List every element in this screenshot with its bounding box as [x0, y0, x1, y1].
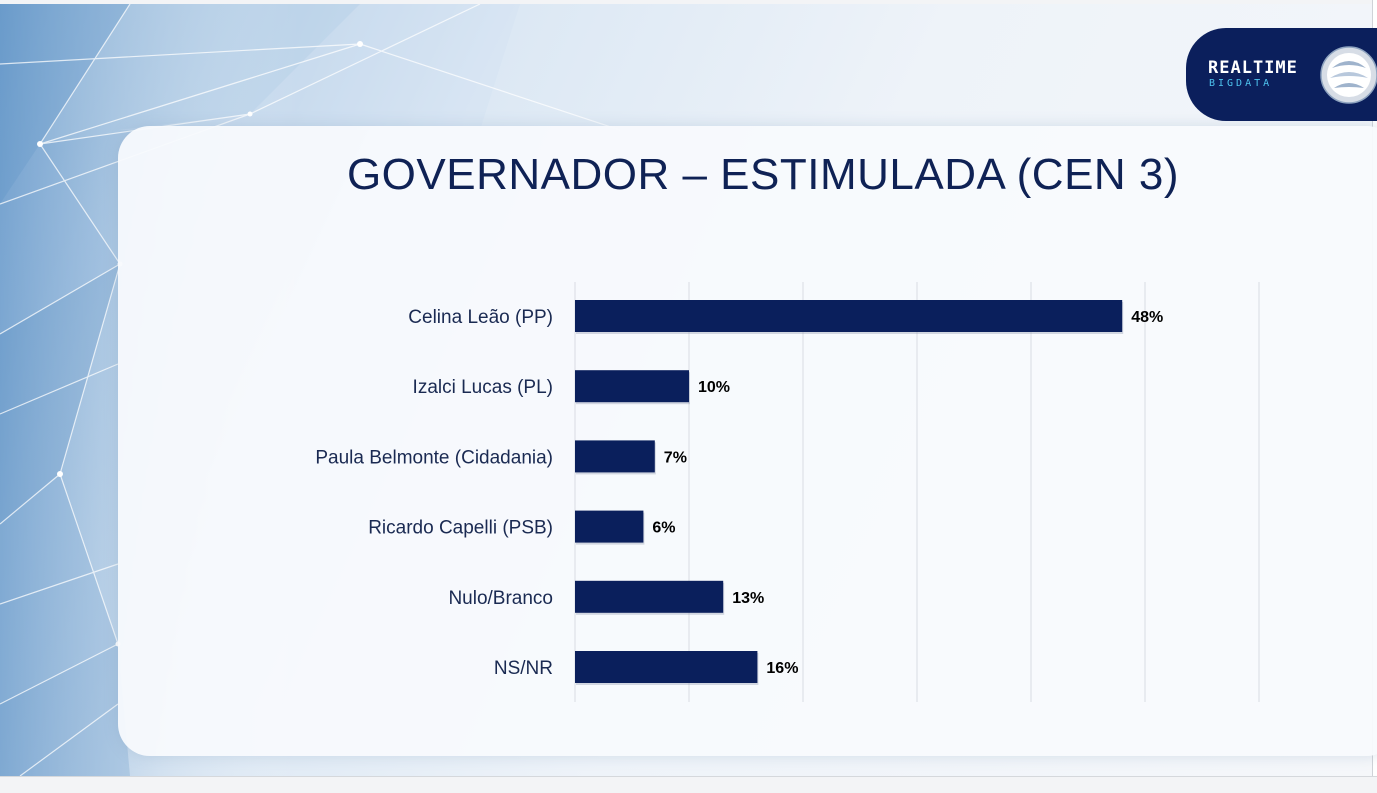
data-label: 48%: [1131, 309, 1163, 326]
bar: [575, 370, 689, 403]
category-label: Nulo/Branco: [448, 588, 553, 609]
data-label: 16%: [766, 660, 798, 677]
category-label: Celina Leão (PP): [408, 307, 553, 328]
record-logo-icon: [1320, 46, 1377, 104]
data-label: 7%: [664, 449, 687, 466]
logo-text-bigdata: BIGDATA: [1209, 78, 1273, 89]
bar: [575, 651, 758, 683]
realtime-bigdata-logo: REALTIME BIGDATA: [1186, 28, 1377, 121]
bar: [575, 300, 1123, 332]
bar: [575, 580, 724, 613]
data-label: 13%: [732, 590, 764, 607]
category-label: Ricardo Capelli (PSB): [368, 518, 553, 539]
slide-bottom-strip: [0, 776, 1377, 793]
logo-text-realtime: REALTIME: [1208, 58, 1298, 78]
category-label: Izalci Lucas (PL): [413, 377, 553, 398]
data-label: 6%: [652, 520, 675, 537]
data-label: 10%: [698, 379, 730, 396]
category-label: Paula Belmonte (Cidadania): [315, 447, 553, 468]
bar: [575, 510, 644, 543]
bar: [575, 440, 655, 473]
chart-title: GOVERNADOR – ESTIMULADA (CEN 3): [346, 150, 1180, 199]
category-label: NS/NR: [494, 658, 553, 679]
